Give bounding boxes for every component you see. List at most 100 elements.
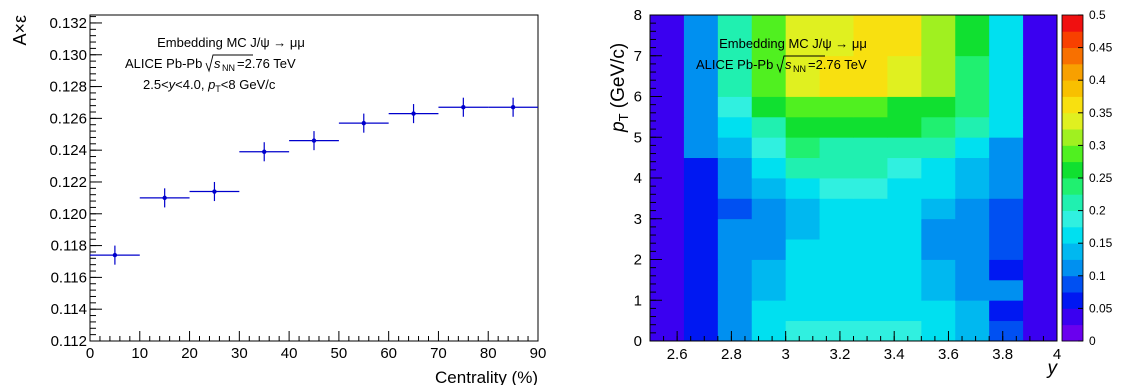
colorbar-segment: [1062, 80, 1083, 97]
svg-text:s: s: [214, 56, 221, 71]
left-x-tick-label: 70: [430, 345, 447, 362]
heatmap-cell: [921, 279, 956, 301]
heatmap-cell: [819, 137, 854, 159]
right-x-tick-label: 2.8: [721, 346, 742, 363]
heatmap-cell: [717, 15, 753, 57]
right-x-tick-label: 4: [1053, 346, 1061, 363]
heatmap-cells: [650, 15, 1058, 342]
left-y-tick-label: 0.114: [51, 301, 87, 318]
heatmap-cell: [955, 55, 990, 97]
right-y-axis: 0 1 2 3 4 5 6 7 8: [634, 7, 662, 350]
heatmap-cell: [785, 55, 820, 97]
heatmap-cell: [785, 157, 820, 179]
heatmap-cell: [1023, 137, 1058, 159]
heatmap-cell: [785, 15, 820, 57]
colorbar-segment: [1062, 129, 1083, 146]
left-y-tick-label: 0.120: [49, 206, 87, 223]
heatmap-cell: [887, 259, 922, 281]
heatmap-cell: [683, 259, 719, 281]
right-y-tick-label: 6: [634, 89, 642, 106]
right-y-tick-label: 1: [634, 292, 642, 309]
colorbar-segment: [1062, 178, 1083, 195]
heatmap-cell: [853, 55, 888, 97]
heatmap-cell: [853, 320, 888, 342]
left-y-tick-label: 0.124: [49, 142, 87, 159]
heatmap-cell: [887, 320, 922, 342]
left-plot-frame: [89, 14, 539, 342]
right-x-tick-label: 3.2: [830, 346, 851, 363]
heatmap-cell: [819, 116, 854, 138]
right-x-tick-label: 3.6: [938, 346, 959, 363]
heatmap-cell: [819, 300, 854, 322]
heatmap-cell: [819, 178, 854, 199]
data-point: [289, 131, 339, 151]
colorbar-segment: [1062, 259, 1083, 277]
svg-text:ALICE Pb-Pb: ALICE Pb-Pb: [125, 56, 202, 71]
heatmap-cell: [853, 218, 888, 240]
heatmap-cell: [819, 15, 854, 57]
heatmap-cell: [819, 55, 854, 97]
heatmap-cell: [989, 239, 1024, 260]
heatmap-cell: [650, 137, 685, 159]
heatmap-cell: [650, 116, 685, 138]
heatmap-cell: [785, 116, 820, 138]
data-point: [438, 97, 489, 117]
left-annotation-process: Embedding MC J/ψ → μμ: [157, 35, 305, 50]
data-point: [90, 245, 140, 265]
left-annotation-kinematics: 2.5<y<4.0, pT<8 GeV/c: [143, 77, 276, 94]
heatmap-cell: [650, 96, 685, 118]
heatmap-cell: [751, 55, 787, 97]
colorbar-tick-label: 0.15: [1089, 236, 1113, 250]
heatmap-cell: [1023, 198, 1058, 220]
heatmap-cell: [989, 279, 1024, 301]
heatmap-cell: [955, 15, 990, 57]
colorbar-segment: [1062, 226, 1083, 244]
heatmap-cell: [989, 157, 1024, 179]
colorbar-segment: [1062, 47, 1083, 65]
heatmap-cell: [921, 157, 956, 179]
heatmap-cell: [853, 137, 888, 159]
left-y-tick-label: 0.132: [49, 15, 87, 32]
heatmap-cell: [989, 178, 1024, 199]
colorbar-segment: [1062, 96, 1083, 114]
heatmap-cell: [751, 116, 787, 138]
heatmap-cell: [785, 178, 820, 199]
heatmap-cell: [717, 239, 753, 260]
left-y-tick-label: 0.126: [49, 110, 87, 127]
heatmap-cell: [955, 178, 990, 199]
heatmap-cell: [989, 137, 1024, 159]
colorbar-segment: [1062, 145, 1083, 163]
heatmap-cell: [717, 300, 753, 322]
colorbar-tick-label: 0.5: [1089, 8, 1106, 22]
heatmap-cell: [853, 259, 888, 281]
colorbar-segment: [1062, 275, 1083, 293]
heatmap-cell: [819, 218, 854, 240]
right-x-tick-label: 3: [781, 346, 789, 363]
left-x-tick-label: 10: [131, 345, 148, 362]
heatmap-cell: [1023, 178, 1058, 199]
left-y-axis-label: A×ε: [10, 15, 30, 46]
heatmap-cell: [955, 239, 990, 260]
heatmap-cell: [819, 96, 854, 118]
heatmap-cell: [921, 116, 956, 138]
heatmap-cell: [921, 300, 956, 322]
point-marker: [112, 252, 118, 258]
svg-text:NN: NN: [222, 63, 235, 73]
heatmap-cell: [989, 15, 1024, 57]
heatmap-cell: [683, 300, 719, 322]
heatmap-cell: [921, 259, 956, 281]
heatmap-cell: [853, 300, 888, 322]
heatmap-cell: [887, 218, 922, 240]
heatmap-cell: [717, 178, 753, 199]
heatmap-cell: [921, 178, 956, 199]
colorbar-tick-label: 0.2: [1089, 204, 1106, 218]
point-marker: [162, 195, 167, 201]
heatmap-cell: [853, 15, 888, 57]
heatmap-cell: [1023, 116, 1058, 138]
heatmap-cell: [650, 218, 685, 240]
heatmap-cell: [921, 198, 956, 220]
heatmap-cell: [717, 157, 753, 179]
right-x-axis: 2.6 2.8 3 3.2 3.4 3.6 3.8 4: [649, 331, 1061, 363]
heatmap-cell: [921, 320, 956, 342]
